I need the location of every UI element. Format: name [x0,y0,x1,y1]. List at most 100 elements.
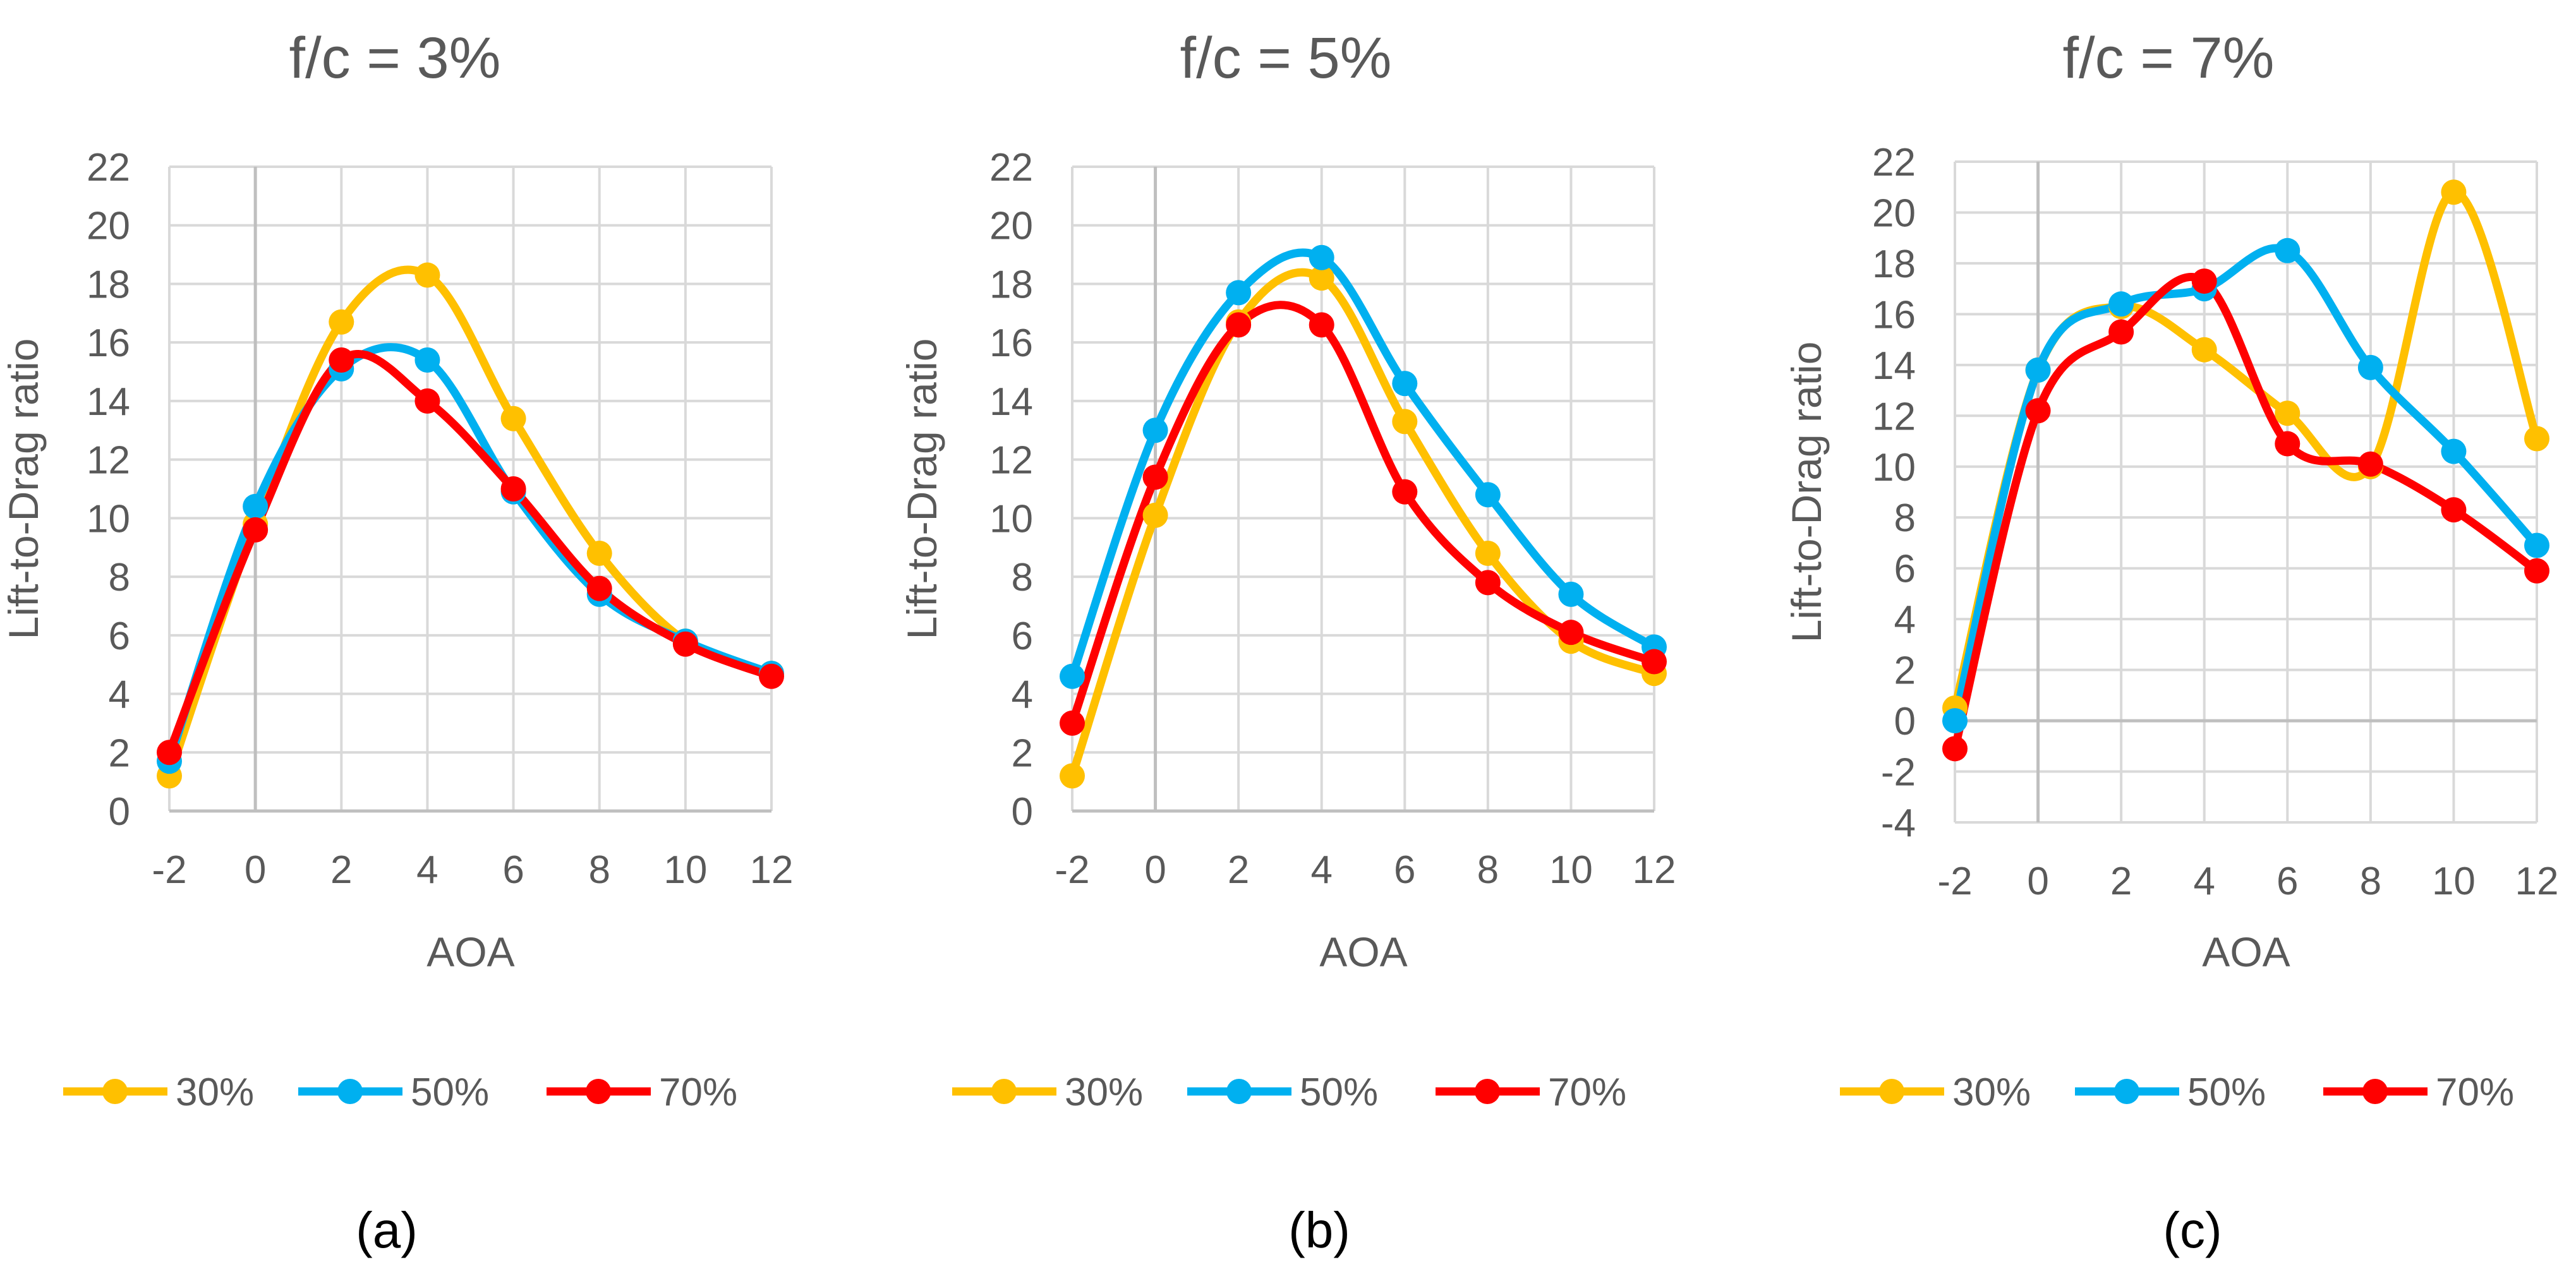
legend-marker [2362,1079,2388,1104]
y-axis-label: Lift-to-Drag ratio [1783,342,1830,643]
data-point [2275,237,2301,263]
y-tick-label: 10 [1872,446,1916,490]
data-point [1309,265,1334,291]
y-tick-label: -4 [1881,802,1916,845]
legend-marker [1879,1079,1904,1104]
data-point [243,517,269,543]
y-tick-label: 16 [989,322,1033,365]
x-axis-label: AOA [426,928,514,975]
x-tick-label: 2 [330,848,352,892]
y-tick-label: 14 [989,380,1033,424]
x-tick-label: 4 [416,848,438,892]
x-tick-label: 10 [2432,860,2476,903]
data-point [1558,581,1584,607]
series-line-70pct [1068,301,1659,728]
data-point [500,476,526,502]
data-point [1309,244,1334,270]
data-point [2524,532,2549,558]
y-tick-label: 10 [87,497,130,541]
y-tick-label: 0 [1012,790,1033,834]
y-tick-label: 16 [1872,293,1916,337]
panel-caption: (c) [2163,1202,2222,1258]
data-point [329,309,354,335]
y-tick-label: 4 [1894,598,1916,642]
legend-label: 30% [1952,1071,2031,1114]
data-point [759,663,784,689]
legend-label: 30% [1065,1071,1143,1114]
x-tick-label: 10 [1549,848,1593,892]
y-axis-label: Lift-to-Drag ratio [898,339,945,640]
series-line-50pct [165,343,776,766]
data-point [2025,398,2051,424]
data-point [1392,479,1418,505]
data-point [2108,291,2134,317]
data-point [329,347,354,373]
data-point [2108,319,2134,345]
panel-caption: (a) [356,1202,418,1258]
series-line-50pct [1068,248,1659,681]
x-tick-label: 2 [2110,860,2132,903]
x-tick-label: 2 [1228,848,1249,892]
data-point [1060,763,1085,789]
y-tick-label: 6 [109,615,130,658]
chart-title: f/c = 7% [2063,26,2275,90]
x-tick-label: 8 [1477,848,1499,892]
x-tick-label: 12 [750,848,794,892]
y-tick-label: 14 [1872,344,1916,388]
x-tick-label: 12 [2515,860,2559,903]
legend-label: 70% [1548,1071,1626,1114]
y-tick-label: 22 [1872,141,1916,184]
y-tick-label: 2 [1894,649,1916,693]
data-point [1142,418,1168,443]
y-tick-label: 14 [87,380,130,424]
x-tick-label: 8 [2360,860,2381,903]
x-tick-label: 0 [1144,848,1166,892]
data-point [1642,649,1667,675]
legend-label: 70% [659,1071,737,1114]
x-tick-label: 6 [1394,848,1415,892]
y-tick-label: 6 [1894,548,1916,591]
series-line-50pct [1950,244,2541,725]
legend-label: 50% [2187,1071,2266,1114]
x-axis-label: AOA [2202,928,2290,975]
y-tick-label: 8 [1894,496,1916,540]
data-point [1392,371,1418,397]
x-tick-label: 4 [2193,860,2215,903]
legend-label: 70% [2436,1071,2514,1114]
x-tick-label: 4 [1310,848,1332,892]
data-point [1475,570,1501,596]
y-tick-label: 2 [109,731,130,775]
data-point [2191,337,2217,363]
y-tick-label: 8 [1012,556,1033,599]
data-point [1392,409,1418,435]
data-point [1142,502,1168,528]
y-tick-label: 18 [989,263,1033,306]
data-point [414,262,440,288]
y-tick-label: 6 [1012,615,1033,658]
data-point [586,541,612,566]
x-tick-label: 6 [502,848,524,892]
y-tick-label: 8 [109,556,130,599]
data-point [1060,663,1085,689]
data-point [500,406,526,431]
data-point [414,388,440,414]
data-point [2191,268,2217,294]
y-tick-label: 22 [87,146,130,189]
legend-label: 30% [176,1071,254,1114]
y-tick-label: 18 [87,263,130,306]
data-point [1475,482,1501,508]
y-tick-label: 4 [109,673,130,717]
x-tick-label: 12 [1633,848,1676,892]
y-tick-label: 16 [87,322,130,365]
chart-panel-2: 0 2 4 6 8 10 12 14 16 18 20 22 -2 0 2 4 6 8 10 12 f/c = 5% AO… [898,26,1676,1258]
data-point [2441,179,2467,205]
x-tick-label: -2 [1055,848,1089,892]
x-tick-label: 10 [663,848,707,892]
data-point [1475,541,1501,566]
data-point [2275,431,2301,457]
data-point [2524,558,2549,584]
legend-marker [991,1079,1017,1104]
x-axis-label: AOA [1319,928,1407,975]
chart-panel-1: 0 2 4 6 8 10 12 14 16 18 20 22 -2 0 2 4 6 8 10 12 f/c = 3% AO… [0,26,793,1258]
